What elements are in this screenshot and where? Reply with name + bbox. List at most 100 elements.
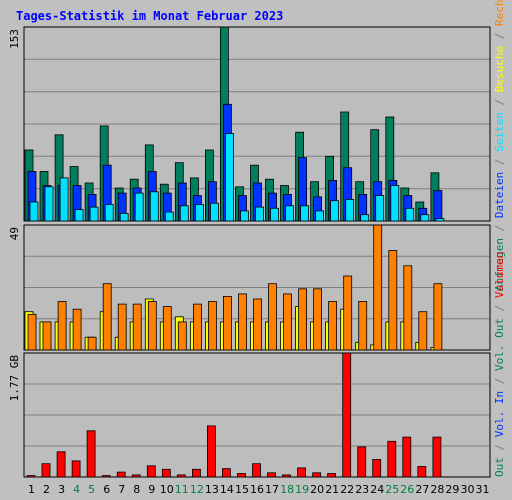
bar-rechner-day-8 (132, 303, 142, 351)
bar-volumen-day-13 (206, 425, 216, 478)
bar-rechner-day-19 (298, 288, 308, 351)
bar-volumen-day-7 (116, 471, 126, 478)
bar-volumen-day-3 (56, 451, 66, 478)
legend-upper-item-6: Besuche (493, 46, 506, 92)
day-label-12: 12 (190, 483, 204, 496)
day-label-22: 22 (340, 483, 354, 496)
legend-upper-item-4: Seiten (493, 112, 506, 152)
bar-seiten-day-20 (315, 210, 325, 222)
day-label-21: 21 (325, 483, 339, 496)
bar-rechner-day-20 (313, 288, 323, 351)
bottom-ymax-label: 1.77 GB (8, 355, 21, 402)
bar-seiten-day-24 (375, 195, 385, 222)
bar-volumen-day-21 (327, 473, 337, 478)
legend-lower-item-4: Vol. Out (493, 318, 506, 371)
bar-seiten-day-18 (285, 205, 294, 222)
legend-upper-item-3: / (493, 152, 506, 172)
bar-volumen-day-5 (86, 430, 96, 478)
bar-rechner-day-3 (57, 301, 67, 351)
bar-volumen-day-11 (176, 474, 186, 478)
day-label-18: 18 (280, 483, 294, 496)
bar-volumen-day-15 (237, 473, 246, 478)
day-label-30: 30 (461, 483, 475, 496)
bar-seiten-day-5 (89, 206, 99, 222)
bar-seiten-day-9 (149, 191, 159, 222)
bar-rechner-day-7 (117, 303, 127, 351)
bar-seiten-day-11 (179, 205, 189, 222)
bar-rechner-day-25 (388, 250, 398, 351)
bar-volumen-day-27 (417, 466, 427, 478)
day-label-28: 28 (430, 483, 444, 496)
legend-lower-item-5: / (493, 298, 506, 318)
chart-marks (24, 26, 445, 478)
bar-seiten-day-23 (360, 214, 370, 222)
day-label-11: 11 (175, 483, 189, 496)
bar-volumen-day-24 (372, 459, 382, 478)
day-label-23: 23 (355, 483, 369, 496)
day-label-3: 3 (58, 483, 65, 496)
bar-rechner-day-13 (207, 301, 217, 351)
bar-volumen-day-10 (161, 468, 171, 478)
day-label-15: 15 (235, 483, 249, 496)
bar-volumen-day-26 (402, 436, 412, 478)
bar-rechner-day-16 (253, 298, 262, 351)
day-label-27: 27 (415, 483, 429, 496)
legend-lower-item-2: Vol. In (493, 391, 506, 437)
legend-lower-item-1: / (493, 437, 506, 457)
day-label-10: 10 (160, 483, 174, 496)
bar-rechner-day-17 (268, 283, 277, 351)
bar-seiten-day-14 (224, 133, 234, 222)
day-label-31: 31 (476, 483, 490, 496)
day-label-8: 8 (133, 483, 140, 496)
bar-seiten-day-8 (134, 192, 144, 222)
bar-volumen-day-25 (387, 440, 397, 478)
right-legend: Anfragen / Dateien / Seiten / Besuche / … (493, 0, 506, 477)
day-label-4: 4 (73, 483, 80, 496)
day-labels: 1 2 3 4 5 6 7 8 9 10 11 12 13 14 15 16 17 18 19 20 21 22 23 24 2… (28, 483, 490, 496)
bar-volumen-day-18 (282, 474, 291, 478)
middle-ymax-label: 49 (8, 227, 21, 240)
bar-volumen-day-8 (131, 474, 141, 478)
bar-volumen-day-4 (71, 460, 81, 478)
legend-lower-item-0: Out (493, 457, 506, 477)
bar-rechner-day-10 (162, 306, 172, 351)
bar-seiten-day-27 (420, 214, 430, 222)
bar-seiten-day-13 (209, 202, 219, 222)
bar-seiten-day-4 (74, 209, 84, 222)
bar-rechner-day-21 (328, 301, 338, 351)
panel-frames: 153 49 1.77 GB (8, 26, 491, 478)
bar-dateien-day-28 (433, 190, 443, 222)
bar-rechner-day-18 (283, 293, 292, 351)
bar-rechner-day-24 (373, 224, 383, 351)
bar-seiten-day-21 (330, 200, 340, 222)
bar-seiten-day-12 (194, 204, 204, 222)
bar-rechner-day-12 (192, 303, 202, 351)
bar-seiten-day-2 (44, 186, 54, 222)
bar-rechner-day-26 (403, 265, 413, 351)
bar-volumen-day-22 (342, 352, 352, 478)
bar-seiten-day-7 (119, 212, 129, 222)
legend-upper: Anfragen / Dateien / Seiten / Besuche / … (493, 0, 506, 291)
bar-seiten-day-10 (164, 211, 174, 222)
day-label-5: 5 (88, 483, 95, 496)
day-label-29: 29 (445, 483, 459, 496)
legend-upper-item-5: / (493, 92, 506, 112)
bar-rechner-day-1 (27, 313, 37, 351)
bar-seiten-day-1 (29, 201, 39, 222)
bar-seiten-day-19 (300, 205, 310, 222)
day-label-6: 6 (103, 483, 110, 496)
day-label-1: 1 (28, 483, 35, 496)
bar-rechner-day-22 (343, 275, 353, 351)
day-label-13: 13 (205, 483, 219, 496)
legend-upper-item-2: Dateien (493, 172, 506, 218)
bar-seiten-day-16 (255, 206, 264, 222)
bar-rechner-day-6 (102, 283, 112, 351)
bar-seiten-day-26 (405, 207, 415, 222)
legend-lower-item-6: Volumen (493, 252, 506, 298)
day-label-20: 20 (310, 483, 324, 496)
bar-volumen-day-16 (252, 463, 261, 478)
day-label-9: 9 (148, 483, 155, 496)
bar-volumen-day-6 (101, 475, 111, 478)
